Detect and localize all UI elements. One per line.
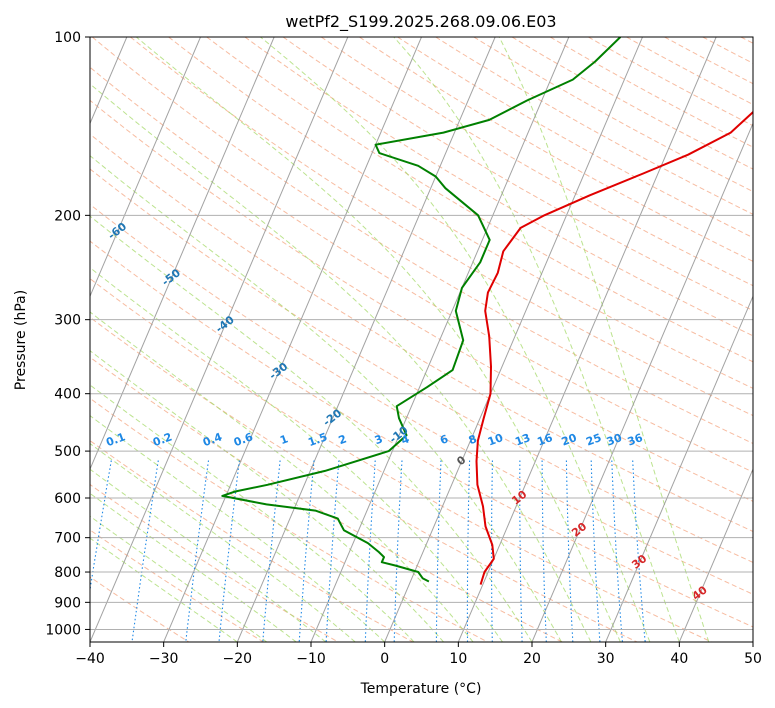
mixing-ratio-label: 13 bbox=[513, 431, 532, 448]
x-tick-label: 0 bbox=[380, 651, 389, 667]
y-tick-label: 300 bbox=[54, 313, 81, 329]
y-axis: 100 200 300 400 500 600 700 800 900 1000 bbox=[45, 30, 90, 638]
temperature-profile bbox=[475, 110, 753, 585]
mixing-ratio-label: 16 bbox=[535, 431, 554, 449]
y-tick-label: 900 bbox=[54, 595, 81, 611]
dry-adiabat-line bbox=[320, 37, 753, 287]
isotherm-line bbox=[310, 37, 570, 642]
y-tick-label: 400 bbox=[54, 387, 81, 403]
y-axis-title: Pressure (hPa) bbox=[13, 290, 29, 390]
x-tick-label: 40 bbox=[670, 651, 688, 667]
mixing-ratio-label: 1.5 bbox=[306, 430, 329, 449]
isotherm-line bbox=[531, 122, 753, 642]
moist-adiabat-line bbox=[90, 537, 238, 642]
x-tick-label: 50 bbox=[744, 651, 762, 667]
dry-adiabat-line bbox=[549, 37, 753, 148]
mixing-ratio-line bbox=[185, 460, 210, 642]
y-tick-label: 1000 bbox=[45, 622, 81, 638]
isotherm-line bbox=[678, 467, 753, 642]
mixing-ratio-label: 10 bbox=[486, 431, 505, 449]
moist-adiabat-line bbox=[135, 37, 621, 642]
x-tick-label: −20 bbox=[223, 651, 253, 667]
mixing-ratio-label: 0.2 bbox=[151, 430, 174, 449]
mixing-ratio-label: 0.6 bbox=[232, 430, 255, 449]
x-tick-label: 20 bbox=[523, 651, 541, 667]
x-tick-label: 10 bbox=[449, 651, 467, 667]
mixing-ratio-label: 36 bbox=[626, 431, 645, 449]
x-tick-label: 30 bbox=[597, 651, 615, 667]
moist-adiabat-line bbox=[90, 155, 562, 642]
isotherm-line bbox=[90, 37, 275, 471]
y-tick-label: 700 bbox=[54, 531, 81, 547]
mixing-ratio-line bbox=[131, 460, 159, 642]
dry-adiabat-line bbox=[90, 316, 638, 642]
x-axis: −40 −30 −20 −10 0 10 20 30 40 50 bbox=[75, 642, 762, 667]
isotherm-line bbox=[605, 295, 753, 642]
y-tick-label: 500 bbox=[54, 444, 81, 460]
dry-adiabat-line bbox=[244, 37, 753, 337]
mixing-ratio-line bbox=[90, 460, 112, 594]
dry-adiabat-line bbox=[90, 66, 753, 473]
x-tick-label: −10 bbox=[296, 651, 326, 667]
moist-adiabat-line bbox=[90, 415, 386, 642]
sounding-profiles bbox=[221, 37, 753, 585]
isotherm-line bbox=[384, 37, 643, 642]
dry-adiabat-line bbox=[91, 37, 753, 444]
dry-adiabat-line bbox=[90, 168, 753, 563]
dry-adiabat-line bbox=[473, 37, 753, 193]
mixing-ratio-label: 3 bbox=[373, 432, 385, 447]
y-tick-label: 800 bbox=[54, 565, 81, 581]
mixing-ratio-label: 6 bbox=[438, 432, 450, 447]
chart-title: wetPf2_S199.2025.268.09.06.E03 bbox=[285, 12, 556, 32]
plot-frame bbox=[89, 36, 754, 643]
dry-adiabat-line bbox=[206, 37, 753, 363]
moist-adiabat-line bbox=[498, 37, 710, 642]
dry-adiabat-line bbox=[90, 440, 414, 642]
dry-adiabat-line bbox=[397, 37, 753, 239]
y-tick-label: 100 bbox=[54, 30, 81, 46]
mixing-ratio-label: 0.4 bbox=[201, 430, 224, 449]
isotherm-line bbox=[90, 37, 201, 298]
isotherm-line bbox=[163, 37, 422, 642]
isotherm-line bbox=[90, 37, 349, 642]
moist-adiabat-line bbox=[90, 83, 592, 642]
mixing-ratio-label: 8 bbox=[467, 432, 479, 447]
dry-adiabat-line bbox=[168, 37, 753, 389]
mixing-ratio-line bbox=[218, 460, 240, 642]
mixing-ratio-label: 25 bbox=[584, 431, 603, 448]
moist-adiabat-line bbox=[90, 468, 327, 642]
dry-adiabat-line bbox=[90, 133, 753, 533]
mixing-ratio-label: 4 bbox=[399, 432, 411, 447]
background-lines bbox=[90, 37, 753, 642]
mixing-ratio-label: 20 bbox=[560, 431, 579, 449]
mixing-ratio-label: 0.1 bbox=[104, 430, 127, 449]
dry-adiabat-line bbox=[90, 529, 264, 642]
moist-adiabat-line bbox=[90, 442, 356, 642]
dewpoint-profile bbox=[221, 37, 622, 583]
moist-adiabat-line bbox=[90, 215, 533, 642]
y-tick-label: 200 bbox=[54, 208, 81, 224]
mixing-ratio-label: 1 bbox=[278, 432, 290, 447]
isotherm-line bbox=[457, 37, 717, 642]
dry-adiabat-line bbox=[130, 37, 753, 417]
x-axis-title: Temperature (°C) bbox=[360, 681, 482, 697]
moist-adiabat-line bbox=[90, 311, 474, 642]
x-tick-label: −40 bbox=[75, 651, 105, 667]
moist-adiabat-line bbox=[90, 350, 444, 642]
moist-adiabat-line bbox=[393, 37, 680, 642]
isotherm-line bbox=[236, 37, 496, 642]
moist-adiabat-line bbox=[90, 267, 503, 642]
dry-adiabat-line bbox=[90, 240, 753, 628]
mixing-ratio-label: 2 bbox=[337, 432, 349, 447]
dry-adiabat-line bbox=[90, 278, 712, 642]
mixing-ratio-line bbox=[262, 460, 281, 642]
x-tick-label: −30 bbox=[149, 651, 179, 667]
mixing-ratio-label: 30 bbox=[605, 431, 624, 449]
pressure-grid bbox=[90, 37, 753, 630]
moist-adiabat-line bbox=[90, 515, 268, 642]
dry-adiabat-line bbox=[90, 203, 753, 595]
y-tick-label: 600 bbox=[54, 491, 81, 507]
